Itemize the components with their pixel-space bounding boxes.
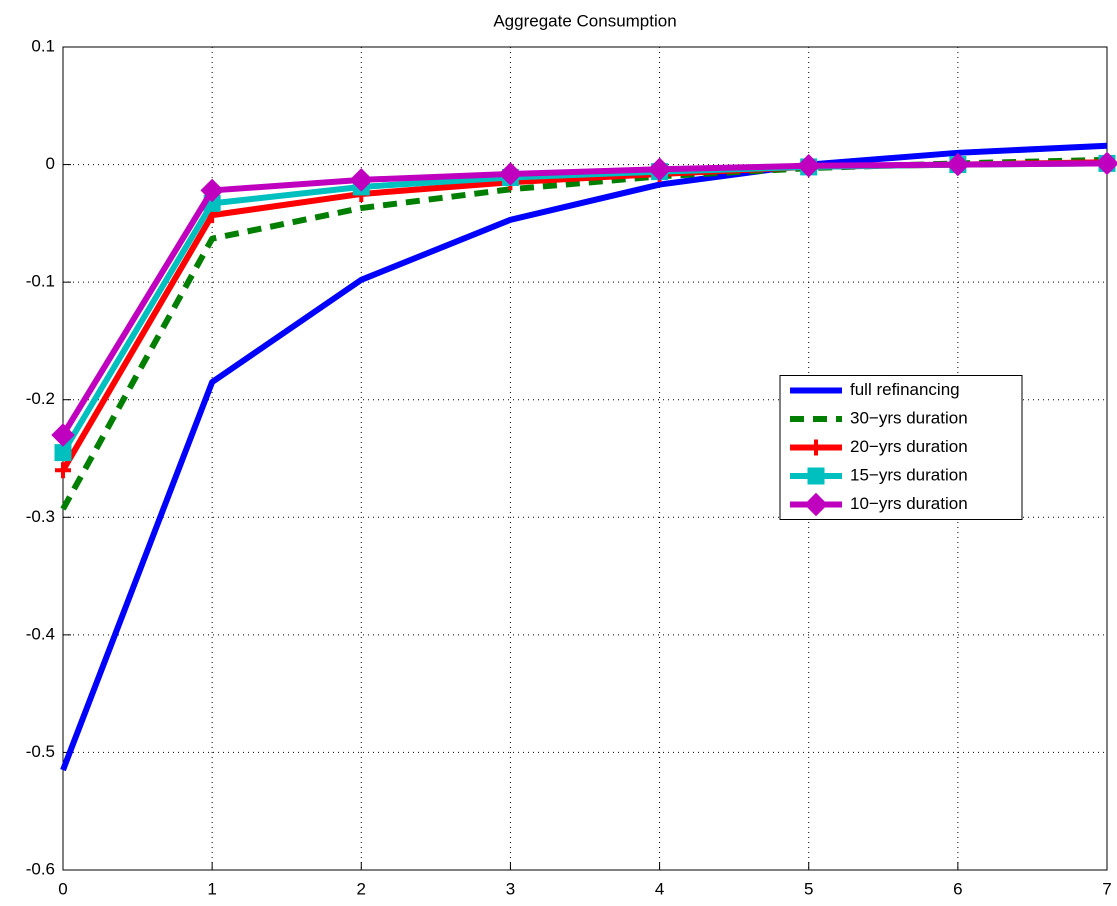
series-line [60,156,1108,511]
marker [55,462,71,479]
x-tick-label: 5 [804,879,813,898]
x-tick-label: 0 [58,879,67,898]
legend-marker [807,467,825,485]
x-tick-label: 1 [207,879,216,898]
x-tick-label: 7 [1102,879,1111,898]
marker [51,423,75,447]
x-tick-label: 2 [357,879,366,898]
legend-label: full refinancing [850,380,960,399]
legend-marker [808,439,824,456]
marker [498,162,523,186]
marker [797,154,821,178]
legend: full refinancing 30−yrs duration 20−yrs du… [779,375,1023,520]
legend-label: 30−yrs duration [850,408,968,427]
legend-label: 15−yrs duration [850,465,968,484]
legend-label: 20−yrs duration [850,437,968,456]
marker [647,157,672,181]
y-tick-label: -0.5 [26,742,55,761]
marker [946,152,970,177]
x-tick-label: 3 [506,879,515,898]
y-tick-label: -0.2 [26,389,55,408]
x-tick-label: 4 [655,879,664,898]
y-tick-label: 0.1 [31,36,55,55]
marker [349,168,373,192]
marker [54,444,72,462]
y-tick-label: -0.4 [26,624,55,643]
chart-title: Aggregate Consumption [493,11,676,30]
y-tick-label: 0 [46,154,55,173]
y-tick-label: -0.1 [26,272,55,291]
series-line [60,142,1108,772]
marker [1095,151,1117,176]
y-tick-label: -0.6 [26,859,55,878]
legend-marker [804,492,828,517]
x-tick-label: 6 [953,879,962,898]
marker [200,178,224,203]
series-line [60,160,1108,437]
legend-label: 10−yrs duration [850,494,968,513]
y-tick-label: -0.3 [26,507,55,526]
